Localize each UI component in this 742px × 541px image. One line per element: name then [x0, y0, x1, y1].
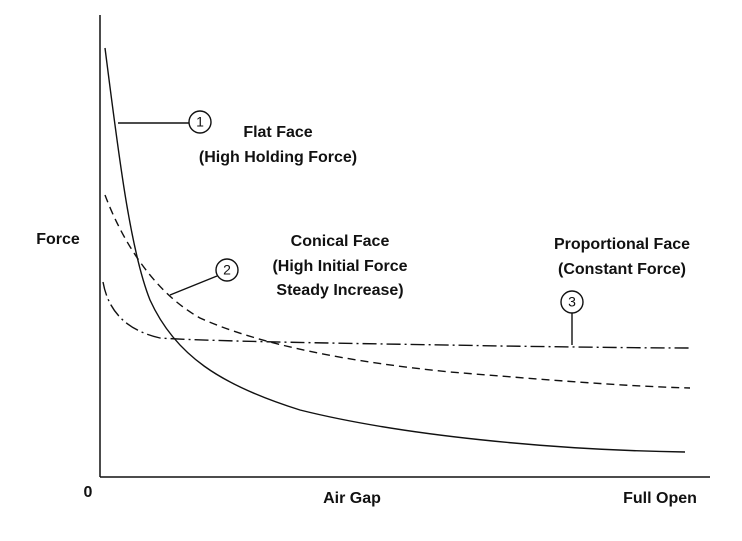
flat-face-curve [104, 47, 686, 453]
marker-label: 1 [196, 114, 204, 130]
x-axis-label: Air Gap [323, 490, 381, 507]
x-end-label: Full Open [623, 490, 697, 507]
curve-label: Conical Face [291, 233, 390, 250]
curve-label: (High Holding Force) [199, 149, 357, 166]
curve-label: Flat Face [243, 124, 312, 141]
curve-label: Proportional Face [554, 236, 690, 253]
marker-label: 2 [223, 262, 231, 278]
marker-circle [560, 290, 584, 314]
curve-label: (High Initial Force [272, 258, 407, 275]
y-axis-label: Force [36, 231, 80, 248]
leader-line [169, 275, 218, 296]
marker-circle [215, 258, 239, 282]
conical-face-curve [104, 194, 691, 389]
curve-label: (Constant Force) [558, 261, 686, 278]
curve-label: Steady Increase) [276, 282, 403, 299]
origin-label: 0 [84, 484, 93, 501]
marker-label: 3 [568, 294, 576, 310]
proportional-face-curve [102, 281, 693, 349]
marker-circle [188, 110, 212, 134]
